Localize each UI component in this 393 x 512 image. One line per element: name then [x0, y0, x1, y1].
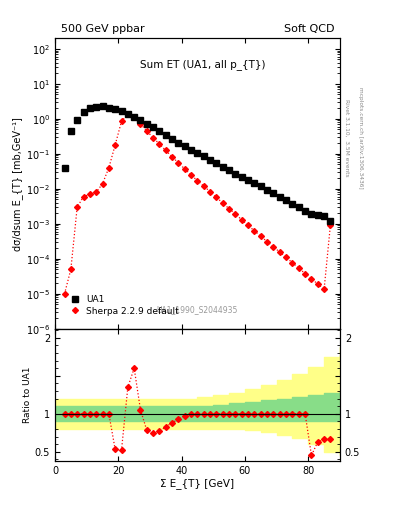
Sherpa 2.2.9 default — [220, 200, 225, 206]
UA1 — [208, 157, 213, 163]
Sherpa 2.2.9 default — [202, 183, 206, 189]
UA1 — [195, 150, 200, 156]
Sherpa 2.2.9 default — [62, 291, 67, 297]
Sherpa 2.2.9 default — [290, 260, 295, 266]
Sherpa 2.2.9 default — [182, 166, 187, 172]
UA1 — [316, 212, 320, 218]
UA1 — [239, 174, 244, 180]
Sherpa 2.2.9 default — [227, 206, 231, 212]
Sherpa 2.2.9 default — [296, 265, 301, 271]
Legend: UA1, Sherpa 2.2.9 default: UA1, Sherpa 2.2.9 default — [65, 292, 182, 318]
Sherpa 2.2.9 default — [81, 194, 86, 200]
UA1 — [328, 218, 333, 224]
UA1 — [220, 164, 225, 170]
Sherpa 2.2.9 default — [68, 266, 73, 272]
Text: Rivet 3.1.10,  3.5M events: Rivet 3.1.10, 3.5M events — [344, 99, 349, 177]
Sherpa 2.2.9 default — [100, 181, 105, 187]
UA1 — [309, 211, 314, 217]
Text: mcplots.cern.ch [arXiv:1306.3436]: mcplots.cern.ch [arXiv:1306.3436] — [358, 88, 363, 189]
Text: UA1_1990_S2044935: UA1_1990_S2044935 — [157, 305, 238, 314]
UA1 — [132, 114, 136, 120]
Y-axis label: dσ/dsum E_{T} [mb,GeV⁻¹]: dσ/dsum E_{T} [mb,GeV⁻¹] — [12, 117, 23, 250]
Sherpa 2.2.9 default — [119, 118, 124, 124]
UA1 — [157, 128, 162, 134]
Sherpa 2.2.9 default — [208, 188, 213, 195]
Sherpa 2.2.9 default — [132, 114, 136, 120]
UA1 — [138, 117, 143, 123]
UA1 — [322, 212, 327, 219]
Line: UA1: UA1 — [61, 103, 334, 224]
Sherpa 2.2.9 default — [271, 244, 276, 250]
Sherpa 2.2.9 default — [328, 222, 333, 228]
UA1 — [163, 132, 168, 138]
UA1 — [170, 136, 174, 142]
UA1 — [182, 143, 187, 150]
X-axis label: Σ E_{T} [GeV]: Σ E_{T} [GeV] — [160, 478, 235, 489]
Sherpa 2.2.9 default — [252, 228, 257, 234]
Sherpa 2.2.9 default — [88, 191, 92, 197]
UA1 — [81, 109, 86, 115]
Text: Soft QCD: Soft QCD — [284, 24, 334, 34]
Sherpa 2.2.9 default — [316, 281, 320, 287]
UA1 — [202, 153, 206, 159]
Sherpa 2.2.9 default — [145, 128, 149, 134]
UA1 — [259, 183, 263, 189]
Sherpa 2.2.9 default — [94, 189, 99, 195]
Sherpa 2.2.9 default — [239, 217, 244, 223]
UA1 — [227, 167, 231, 174]
Sherpa 2.2.9 default — [277, 249, 282, 255]
Sherpa 2.2.9 default — [265, 239, 270, 245]
Sherpa 2.2.9 default — [322, 286, 327, 292]
Sherpa 2.2.9 default — [284, 254, 288, 261]
UA1 — [265, 186, 270, 193]
UA1 — [296, 204, 301, 210]
UA1 — [88, 104, 92, 111]
UA1 — [246, 177, 250, 183]
UA1 — [75, 117, 79, 123]
Text: Sum ET (UA1, all p_{T}): Sum ET (UA1, all p_{T}) — [140, 59, 266, 70]
UA1 — [119, 108, 124, 114]
Sherpa 2.2.9 default — [151, 135, 156, 141]
Sherpa 2.2.9 default — [189, 172, 193, 178]
UA1 — [252, 180, 257, 186]
UA1 — [125, 111, 130, 117]
UA1 — [62, 165, 67, 171]
Sherpa 2.2.9 default — [113, 142, 118, 148]
Sherpa 2.2.9 default — [163, 147, 168, 154]
Y-axis label: Ratio to UA1: Ratio to UA1 — [23, 367, 32, 423]
Sherpa 2.2.9 default — [125, 111, 130, 117]
UA1 — [94, 103, 99, 110]
UA1 — [107, 104, 111, 111]
Sherpa 2.2.9 default — [107, 165, 111, 171]
Sherpa 2.2.9 default — [195, 178, 200, 184]
Text: 500 GeV ppbar: 500 GeV ppbar — [61, 24, 144, 34]
UA1 — [271, 190, 276, 196]
Line: Sherpa 2.2.9 default: Sherpa 2.2.9 default — [62, 112, 332, 296]
Sherpa 2.2.9 default — [170, 154, 174, 160]
Sherpa 2.2.9 default — [259, 233, 263, 240]
UA1 — [176, 140, 181, 146]
UA1 — [277, 194, 282, 200]
UA1 — [214, 160, 219, 166]
Sherpa 2.2.9 default — [157, 141, 162, 147]
UA1 — [145, 121, 149, 127]
Sherpa 2.2.9 default — [309, 275, 314, 282]
Sherpa 2.2.9 default — [303, 270, 307, 276]
Sherpa 2.2.9 default — [246, 222, 250, 228]
UA1 — [290, 201, 295, 207]
UA1 — [284, 197, 288, 203]
UA1 — [100, 103, 105, 110]
UA1 — [151, 124, 156, 130]
UA1 — [233, 170, 238, 177]
Sherpa 2.2.9 default — [138, 121, 143, 127]
Sherpa 2.2.9 default — [176, 160, 181, 166]
UA1 — [303, 207, 307, 214]
Sherpa 2.2.9 default — [233, 211, 238, 217]
UA1 — [189, 147, 193, 153]
UA1 — [68, 128, 73, 134]
Sherpa 2.2.9 default — [75, 204, 79, 210]
Sherpa 2.2.9 default — [214, 195, 219, 201]
UA1 — [113, 106, 118, 112]
